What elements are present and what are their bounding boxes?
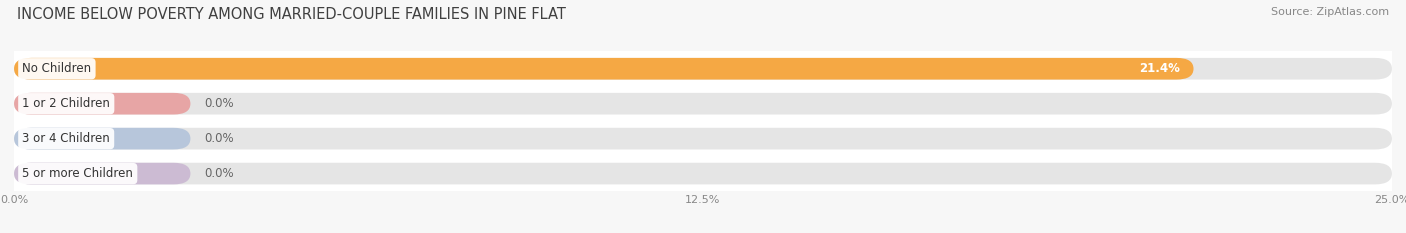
Text: 1 or 2 Children: 1 or 2 Children (22, 97, 110, 110)
Text: 0.0%: 0.0% (204, 132, 233, 145)
FancyBboxPatch shape (14, 156, 1392, 191)
FancyBboxPatch shape (14, 128, 190, 150)
FancyBboxPatch shape (14, 93, 190, 115)
FancyBboxPatch shape (14, 163, 1392, 185)
FancyBboxPatch shape (14, 58, 1194, 80)
FancyBboxPatch shape (14, 86, 1392, 121)
Text: 21.4%: 21.4% (1139, 62, 1180, 75)
FancyBboxPatch shape (14, 163, 190, 185)
FancyBboxPatch shape (14, 51, 1392, 86)
Text: 5 or more Children: 5 or more Children (22, 167, 134, 180)
Text: 0.0%: 0.0% (204, 167, 233, 180)
Text: 0.0%: 0.0% (204, 97, 233, 110)
FancyBboxPatch shape (14, 128, 1392, 150)
FancyBboxPatch shape (14, 121, 1392, 156)
Text: INCOME BELOW POVERTY AMONG MARRIED-COUPLE FAMILIES IN PINE FLAT: INCOME BELOW POVERTY AMONG MARRIED-COUPL… (17, 7, 565, 22)
FancyBboxPatch shape (14, 58, 1392, 80)
Text: Source: ZipAtlas.com: Source: ZipAtlas.com (1271, 7, 1389, 17)
Text: 3 or 4 Children: 3 or 4 Children (22, 132, 110, 145)
Text: No Children: No Children (22, 62, 91, 75)
FancyBboxPatch shape (14, 93, 1392, 115)
